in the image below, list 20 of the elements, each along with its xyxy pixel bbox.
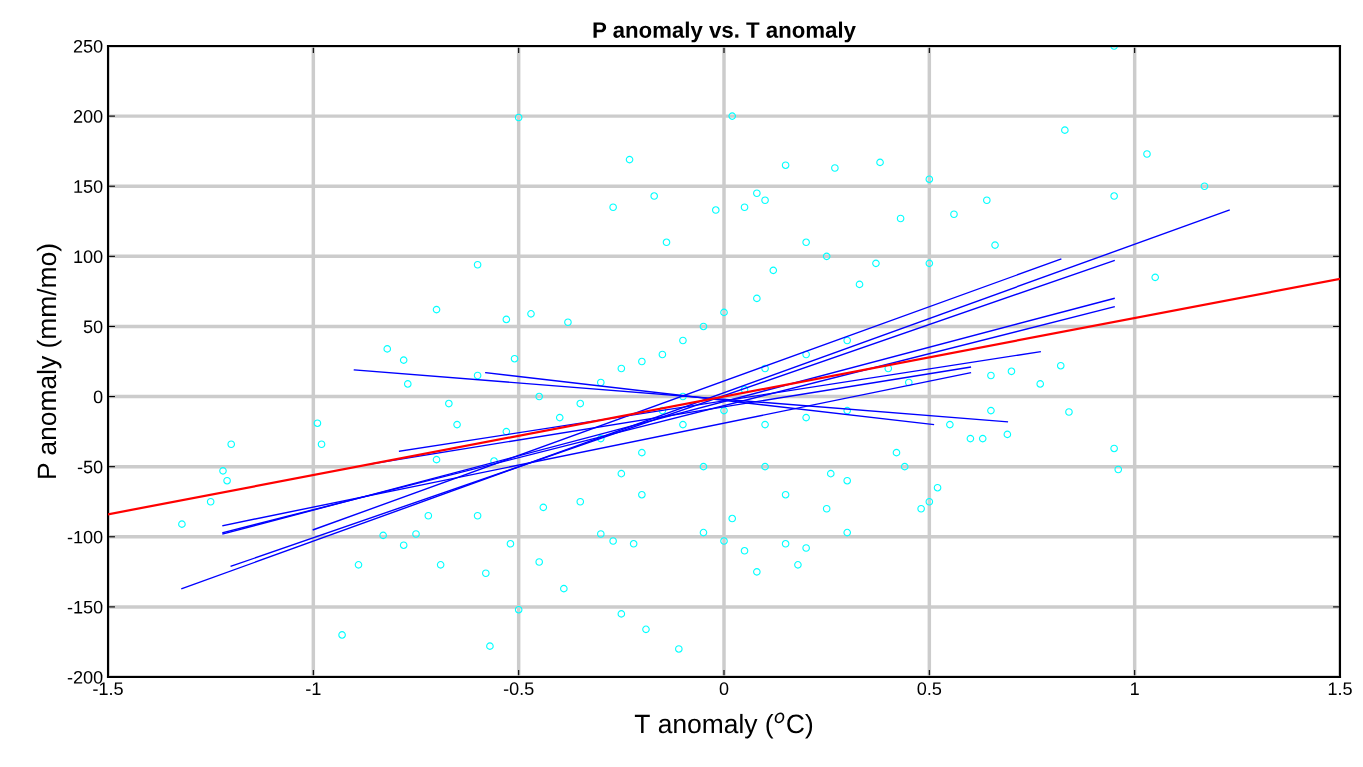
y-tick-label: -100 [67,530,103,544]
chart-title: P anomaly vs. T anomaly [593,21,856,43]
x-tick-label: -1 [306,682,321,695]
y-axis-title: P anomaly (mm/mo) [36,244,62,478]
y-tick-label: 0 [93,390,103,404]
x-tick-label: 1 [1131,682,1139,695]
y-tick-label: -200 [67,670,103,684]
y-tick-label: -150 [67,600,103,614]
x-axis-title: T anomaly ($^{o}$C) [634,712,813,739]
y-tick-label: 250 [73,39,103,53]
y-tick-label: 50 [83,320,103,334]
x-tick-label: 1.5 [1328,682,1352,696]
y-tick-label: 150 [74,180,103,193]
y-tick-label: 100 [74,250,103,264]
x-tick-label: 0.5 [917,682,942,696]
x-tick-label: 0 [719,682,729,696]
y-tick-label: -50 [77,460,103,474]
x-tick-label: -0.5 [503,682,534,696]
x-tick-label: -1.5 [93,682,123,696]
y-tick-label: 200 [73,110,103,123]
